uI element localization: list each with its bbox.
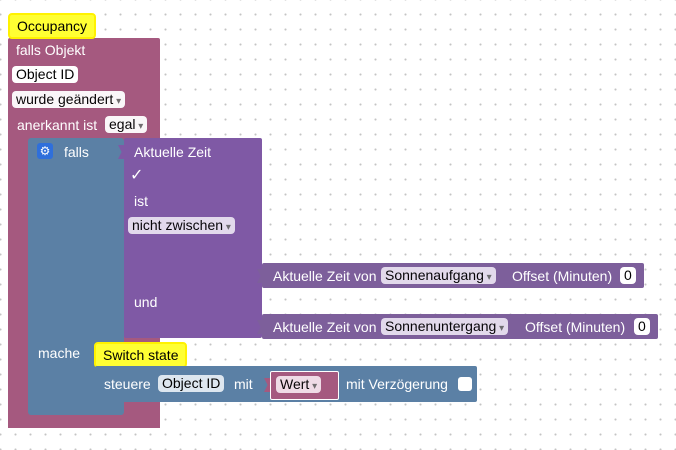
sunset-dropdown[interactable]: Sonnenuntergang xyxy=(381,318,509,335)
sunrise-label: Aktuelle Zeit von xyxy=(273,268,377,284)
value-dropdown[interactable]: Wert xyxy=(276,376,322,393)
trigger-changed-dropdown[interactable]: wurde geändert xyxy=(12,91,126,108)
trigger-comment[interactable]: Occupancy xyxy=(8,13,97,39)
trigger-header: falls Objekt xyxy=(16,42,86,58)
with-label: mit xyxy=(234,376,253,392)
check-mark[interactable]: ✓ xyxy=(130,167,144,184)
time-compare-block[interactable] xyxy=(124,138,262,338)
trigger-object-id-field[interactable]: Object ID xyxy=(12,66,79,83)
operator-dropdown[interactable]: nicht zwischen xyxy=(128,217,235,234)
and-label: und xyxy=(134,294,158,310)
trigger-ack-label: anerkannt ist xyxy=(17,117,98,133)
sunrise-offset-label: Offset (Minuten) xyxy=(512,268,613,284)
sunset-label: Aktuelle Zeit von xyxy=(273,319,377,335)
trigger-block-bottom xyxy=(8,418,160,428)
gear-glyph: ⚙ xyxy=(39,144,51,158)
if-label: falls xyxy=(64,144,89,160)
do-label: mache xyxy=(38,345,81,361)
delay-label: mit Verzögerung xyxy=(346,376,448,392)
sunrise-offset-input[interactable]: 0 xyxy=(620,267,636,284)
sunrise-dropdown[interactable]: Sonnenaufgang xyxy=(381,267,496,284)
current-time-label: Aktuelle Zeit xyxy=(134,144,212,160)
sunset-offset-label: Offset (Minuten) xyxy=(525,319,626,335)
sunset-offset-input[interactable]: 0 xyxy=(634,318,650,335)
control-label: steuere xyxy=(104,376,151,392)
trigger-ack-dropdown[interactable]: egal xyxy=(105,116,148,133)
delay-checkbox[interactable] xyxy=(458,377,472,391)
action-comment[interactable]: Switch state xyxy=(94,342,188,368)
gear-icon[interactable]: gear-icon xyxy=(37,143,53,159)
is-label: ist xyxy=(134,193,148,209)
action-object-id-field[interactable]: Object ID xyxy=(158,375,225,392)
